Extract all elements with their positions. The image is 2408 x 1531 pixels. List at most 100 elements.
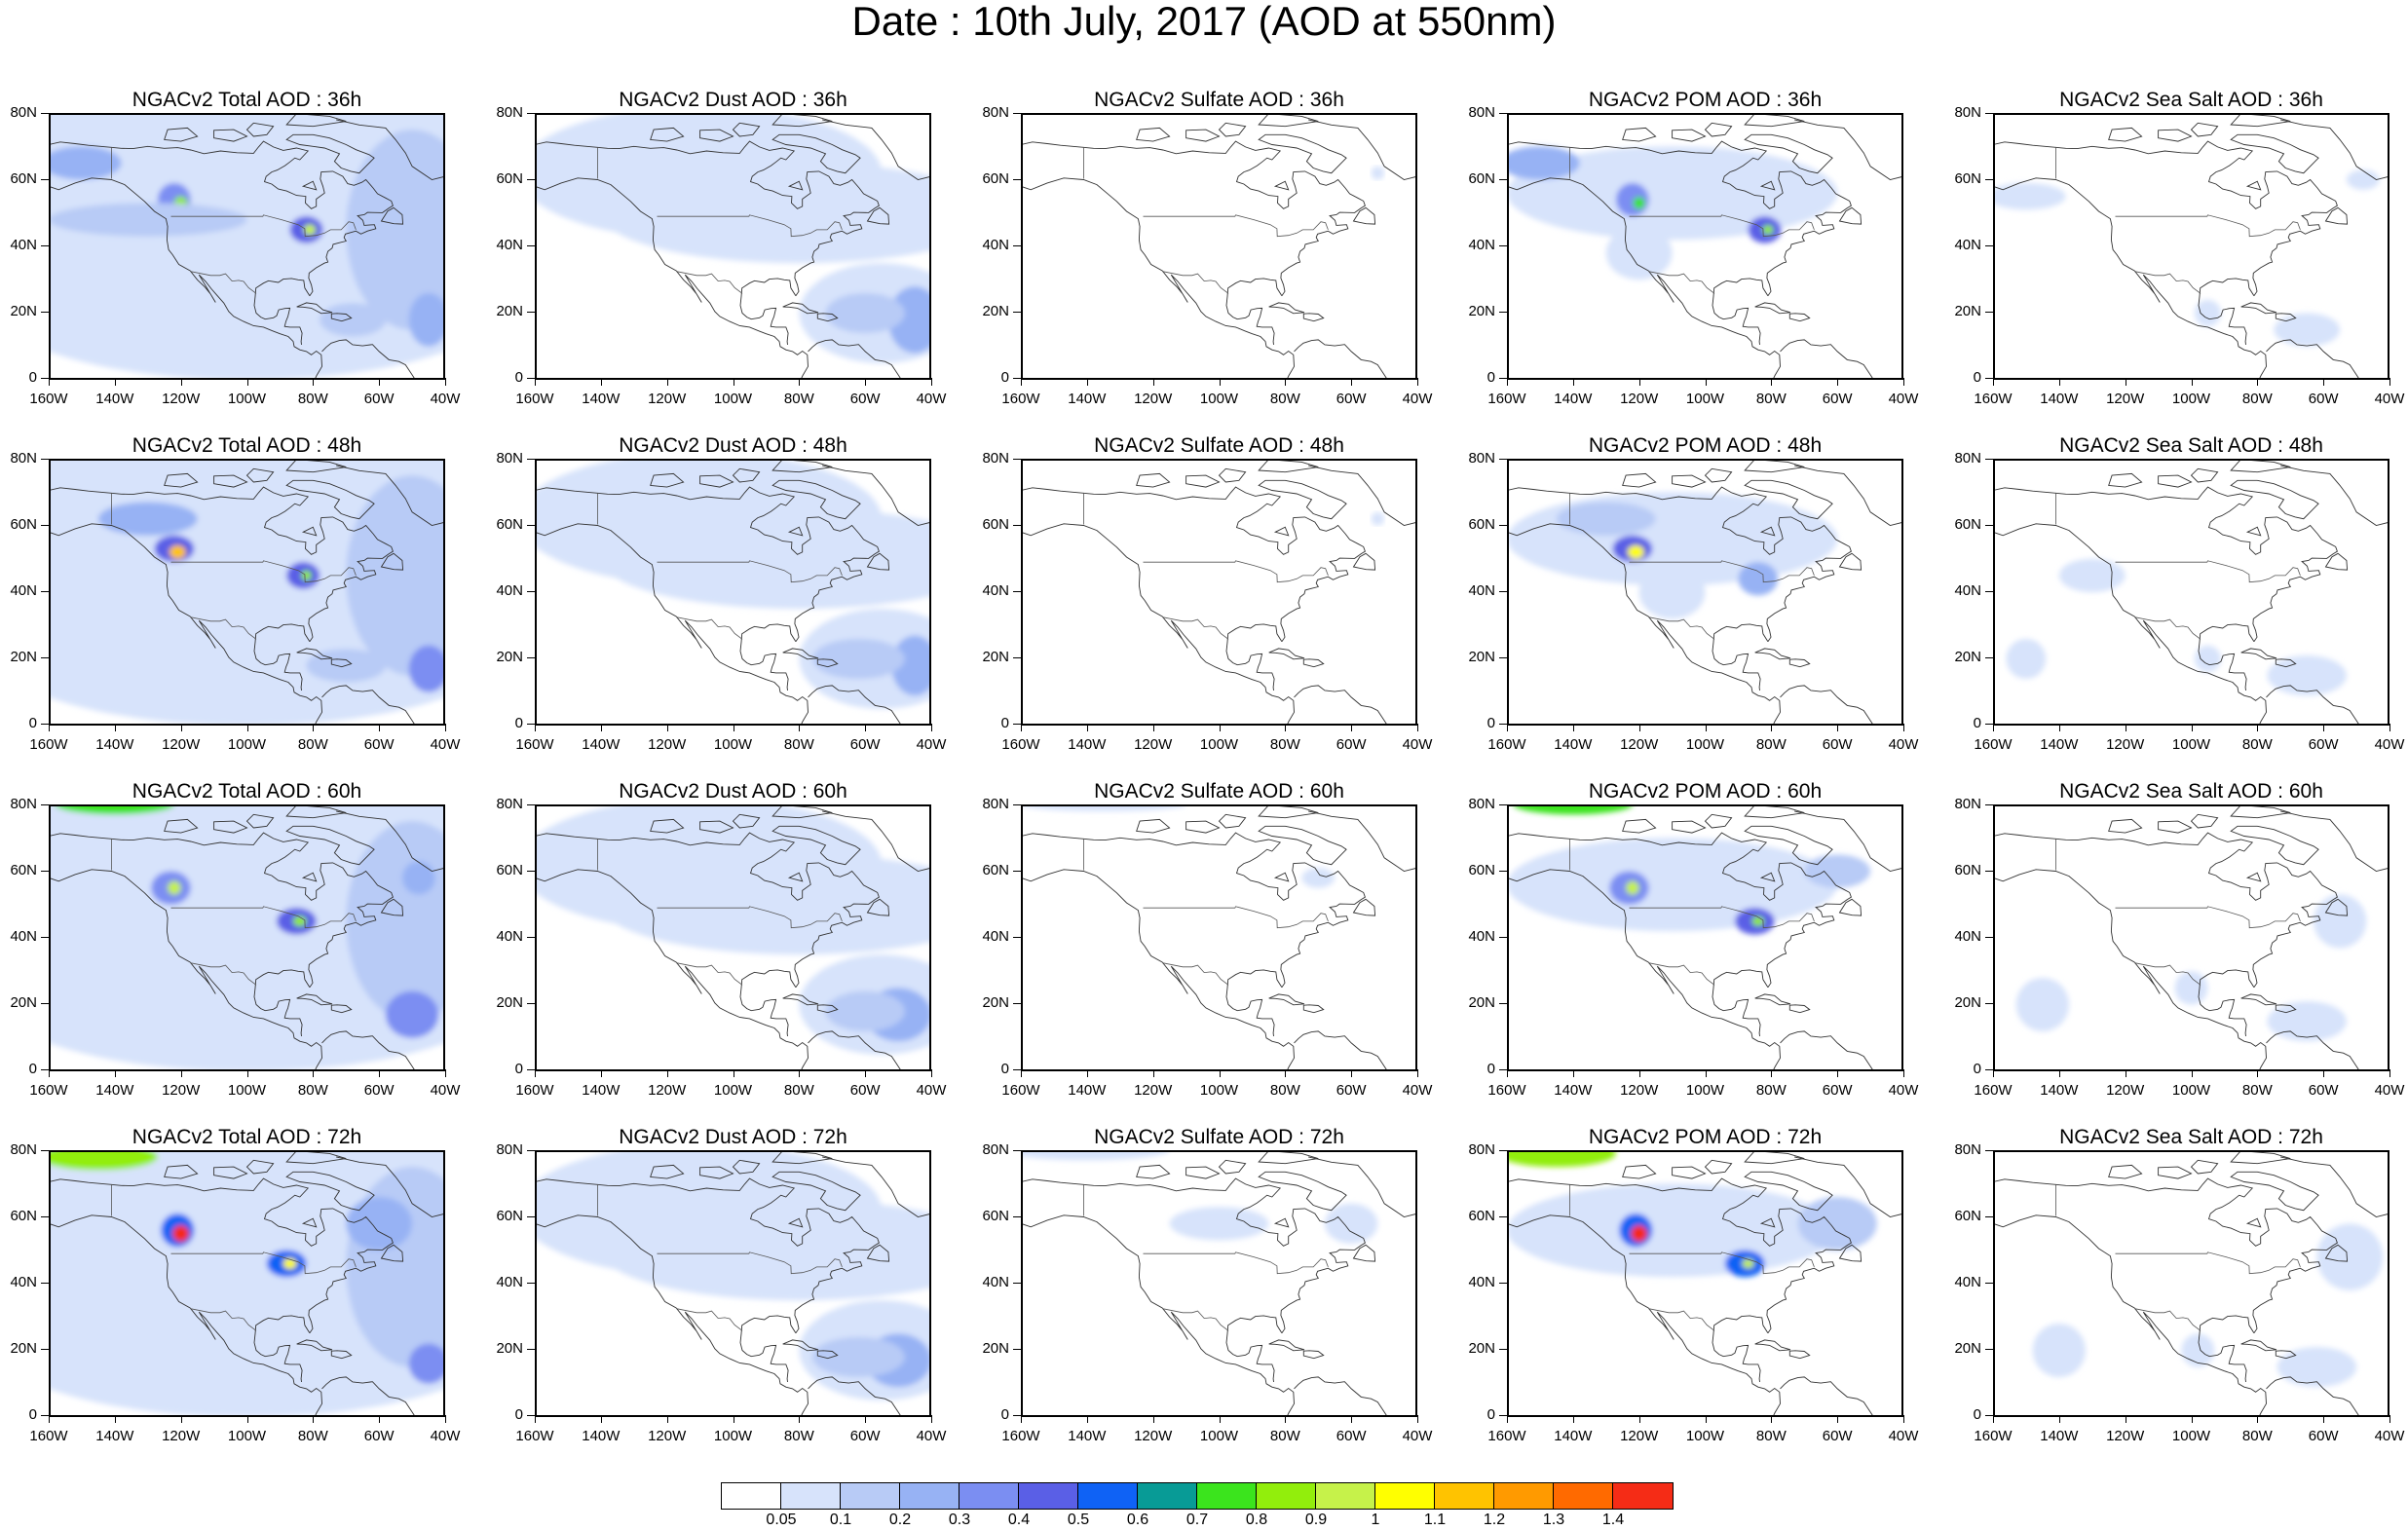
coastline — [51, 806, 443, 1069]
x-tick-mark — [49, 1415, 50, 1423]
x-tick-mark — [535, 1069, 536, 1077]
map-plot-area — [535, 1150, 931, 1417]
y-tick-label: 60N — [1954, 170, 1981, 187]
aod-region — [2313, 894, 2367, 949]
aod-region — [600, 854, 929, 955]
x-tick-label: 80W — [783, 736, 814, 753]
x-tick-mark — [931, 378, 932, 386]
y-tick-label: 60N — [1954, 862, 1981, 878]
x-tick-label: 80W — [1755, 391, 1787, 407]
y-tick-mark — [1985, 245, 1993, 246]
x-tick-mark — [666, 1069, 668, 1077]
aod-map — [1509, 1152, 1901, 1415]
x-tick-mark — [799, 1069, 801, 1077]
x-tick-mark — [1572, 1069, 1574, 1077]
y-tick-label: 0 — [1973, 715, 1981, 731]
panel-title: NGACv2 Total AOD : 72h — [132, 1126, 362, 1148]
aod-region — [811, 638, 905, 680]
x-tick-mark — [1021, 724, 1022, 731]
x-tick-label: 160W — [29, 391, 68, 407]
y-tick-mark — [41, 1069, 49, 1070]
x-tick-label: 80W — [2241, 736, 2273, 753]
y-tick-label: 60N — [496, 1208, 523, 1224]
colorbar-label: 0.6 — [1126, 1512, 1149, 1528]
colorbar-swatch — [1554, 1483, 1613, 1509]
y-tick-mark — [1499, 871, 1507, 872]
aod-region — [1738, 562, 1779, 596]
y-tick-label: 60N — [1468, 1208, 1495, 1224]
x-tick-label: 40W — [916, 1428, 947, 1444]
x-tick-label: 160W — [1001, 391, 1040, 407]
x-tick-label: 160W — [1001, 736, 1040, 753]
x-tick-mark — [246, 1415, 248, 1423]
x-tick-mark — [49, 378, 50, 386]
x-tick-mark — [1993, 378, 1994, 386]
y-tick-mark — [527, 245, 535, 246]
x-tick-label: 140W — [2040, 1082, 2079, 1099]
x-tick-label: 100W — [2171, 1428, 2211, 1444]
x-tick-mark — [2257, 1069, 2259, 1077]
map-plot-area — [49, 1150, 445, 1417]
y-tick-label: 20N — [496, 994, 523, 1011]
x-tick-label: 100W — [227, 1428, 267, 1444]
y-tick-mark — [1013, 525, 1021, 526]
y-tick-label: 20N — [982, 1340, 1009, 1357]
aod-map — [1995, 806, 2388, 1069]
panel-title: NGACv2 Sulfate AOD : 60h — [1094, 780, 1344, 803]
political-borders — [1569, 839, 1815, 986]
x-tick-label: 60W — [363, 1428, 395, 1444]
y-tick-label: 0 — [1000, 369, 1009, 386]
aod-region — [2276, 1347, 2357, 1388]
x-tick-label: 140W — [1554, 736, 1593, 753]
x-tick-mark — [313, 1069, 315, 1077]
x-tick-mark — [1219, 1069, 1221, 1077]
y-tick-label: 80N — [982, 1141, 1009, 1158]
x-tick-label: 40W — [1888, 1428, 1919, 1444]
y-tick-label: 60N — [496, 516, 523, 533]
x-tick-mark — [865, 724, 867, 731]
y-tick-mark — [41, 657, 49, 658]
x-tick-mark — [931, 724, 932, 731]
coastline — [51, 1152, 443, 1415]
x-tick-mark — [1417, 1415, 1418, 1423]
political-borders — [1083, 493, 1329, 640]
x-tick-mark — [1285, 724, 1287, 731]
x-tick-mark — [535, 724, 536, 731]
coastline — [537, 806, 929, 1069]
x-tick-label: 60W — [1822, 391, 1853, 407]
x-tick-label: 40W — [1888, 736, 1919, 753]
y-tick-label: 40N — [1954, 928, 1981, 945]
y-tick-label: 20N — [1954, 649, 1981, 665]
map-plot-area — [49, 113, 445, 380]
coastline — [537, 461, 929, 724]
y-tick-label: 80N — [982, 796, 1009, 812]
aod-region — [1371, 511, 1385, 526]
x-tick-mark — [180, 1415, 182, 1423]
y-tick-mark — [41, 804, 49, 805]
y-tick-mark — [527, 657, 535, 658]
aod-region — [1514, 806, 1632, 815]
aod-region — [1995, 182, 2066, 210]
x-tick-mark — [1152, 378, 1154, 386]
political-borders — [1569, 147, 1815, 294]
y-tick-label: 80N — [1468, 450, 1495, 467]
x-tick-label: 60W — [849, 1428, 881, 1444]
coastline — [537, 1152, 929, 1415]
x-tick-label: 40W — [1402, 1428, 1433, 1444]
x-tick-mark — [379, 1415, 381, 1423]
aod-region — [2194, 645, 2222, 673]
y-tick-label: 80N — [496, 104, 523, 121]
x-tick-label: 160W — [1001, 1082, 1040, 1099]
aod-region — [292, 915, 307, 927]
x-tick-mark — [1417, 724, 1418, 731]
coastline — [1509, 806, 1901, 1069]
coastline — [1995, 806, 2388, 1069]
x-tick-label: 60W — [1336, 1082, 1367, 1099]
aod-region — [168, 880, 181, 895]
y-tick-mark — [527, 591, 535, 592]
aod-region — [346, 1196, 413, 1251]
x-tick-mark — [1993, 724, 1994, 731]
y-tick-label: 80N — [10, 796, 37, 812]
x-tick-label: 120W — [648, 391, 687, 407]
y-tick-mark — [1985, 459, 1993, 460]
